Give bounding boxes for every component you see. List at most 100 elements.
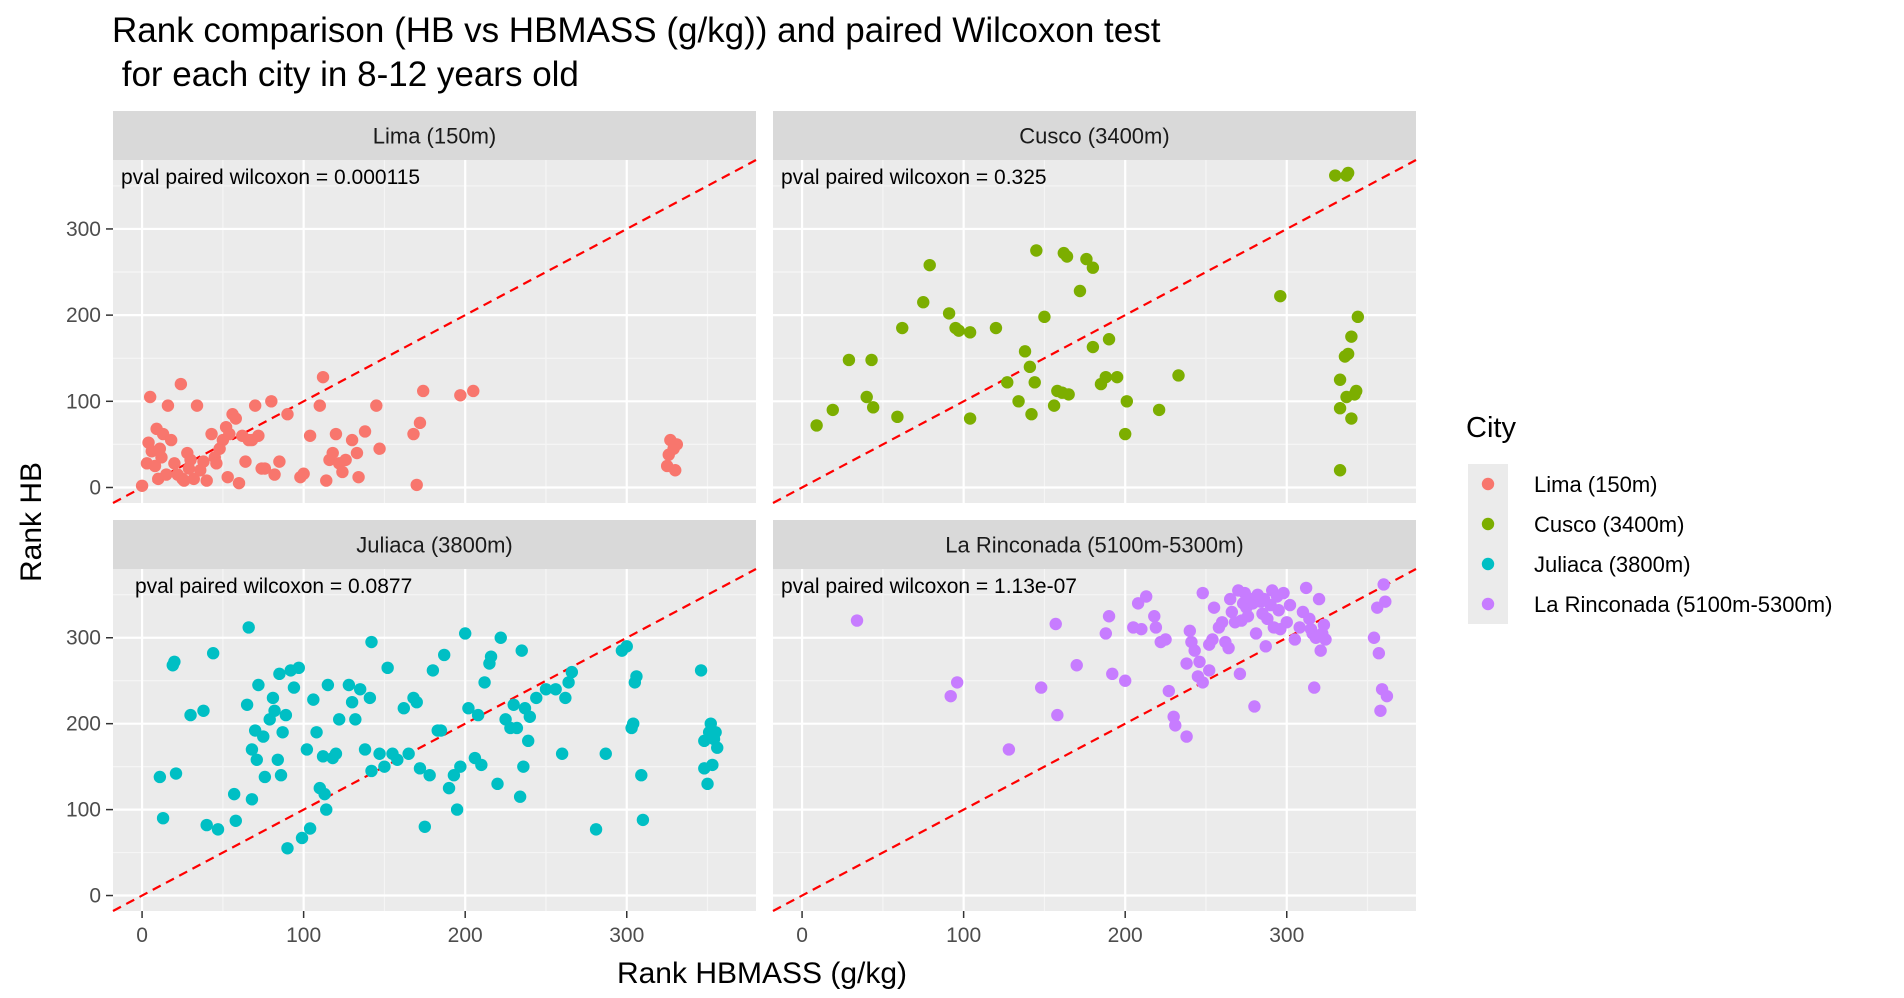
data-point (709, 726, 722, 739)
data-point (358, 425, 372, 438)
data-point (240, 698, 254, 711)
data-point (287, 681, 301, 694)
data-point (1317, 618, 1331, 632)
data-point (413, 762, 427, 775)
data-point (515, 644, 528, 657)
data-point (491, 777, 504, 791)
data-point (494, 631, 507, 644)
data-point (950, 676, 964, 689)
data-point (156, 811, 170, 825)
data-point (320, 474, 333, 487)
data-point (1206, 633, 1219, 646)
data-point (352, 470, 365, 484)
data-point (630, 670, 643, 683)
data-point (426, 664, 440, 677)
strip-label: Cusco (3400m) (1019, 124, 1169, 149)
data-point (1312, 592, 1326, 606)
data-point (168, 457, 181, 470)
x-tick-label: 200 (448, 924, 483, 947)
data-point (1099, 627, 1113, 640)
data-point (1180, 657, 1193, 670)
data-point (701, 777, 714, 791)
data-point (295, 831, 309, 845)
data-point (252, 678, 265, 692)
data-point (245, 793, 259, 806)
data-point (1293, 621, 1306, 634)
data-point (177, 474, 191, 487)
data-point (565, 665, 579, 679)
data-point (454, 389, 467, 402)
data-point (1106, 667, 1119, 681)
data-point (350, 446, 364, 460)
data-point (523, 710, 537, 723)
data-point (478, 676, 491, 689)
data-point (896, 321, 909, 335)
chart-title-line-2: for each city in 8-12 years old (112, 55, 579, 94)
data-point (410, 695, 423, 709)
data-point (589, 823, 603, 836)
y-tick-label: 300 (66, 218, 101, 241)
reference-line (112, 568, 757, 912)
data-point (326, 446, 339, 460)
data-point (266, 691, 280, 705)
data-point (1062, 388, 1075, 401)
data-point (1183, 624, 1197, 638)
x-tick-label: 300 (609, 924, 644, 947)
data-point (599, 747, 612, 760)
data-point (865, 353, 878, 367)
data-point (1169, 719, 1182, 732)
data-point (1025, 408, 1038, 421)
data-point (258, 770, 272, 784)
strip-juliaca-3800m (113, 520, 756, 569)
data-point (1070, 659, 1083, 672)
data-point (1248, 700, 1261, 713)
data-point (1018, 345, 1032, 358)
strip-la-rinconada-5100m-5300m (773, 520, 1416, 569)
x-tick-label: 100 (946, 924, 981, 947)
y-tick-label: 200 (66, 713, 101, 736)
data-point (1272, 604, 1285, 617)
data-point (402, 747, 415, 760)
data-point (462, 702, 475, 715)
data-point (826, 403, 839, 417)
data-point (363, 691, 377, 705)
data-point (1299, 581, 1313, 595)
data-point (279, 708, 293, 722)
data-point (273, 667, 286, 681)
data-point (297, 467, 310, 480)
data-point (168, 655, 181, 669)
data-point (1333, 373, 1347, 386)
data-point (273, 455, 286, 468)
data-point (303, 429, 317, 442)
data-point (669, 464, 682, 477)
data-point (1303, 612, 1316, 626)
data-point (345, 433, 359, 447)
data-point (1188, 644, 1201, 657)
data-point (1241, 610, 1255, 623)
data-point (1102, 333, 1116, 346)
data-point (1333, 464, 1347, 477)
data-point (239, 455, 252, 468)
data-point (1233, 667, 1247, 681)
data-point (917, 295, 930, 309)
data-point (711, 741, 724, 754)
legend-label: La Rinconada (5100m-5300m) (1534, 592, 1832, 617)
data-point (248, 399, 262, 412)
data-point (342, 678, 356, 692)
data-point (229, 412, 242, 425)
data-point (963, 412, 977, 425)
data-point (227, 787, 241, 801)
data-point (1314, 644, 1327, 657)
data-point (1379, 595, 1392, 608)
data-point (1099, 370, 1113, 384)
data-point (1224, 592, 1237, 606)
x-axis-label: Rank HBMASS (g/kg) (617, 957, 907, 990)
data-point (1380, 689, 1394, 703)
data-point (467, 384, 480, 398)
data-point (321, 678, 335, 692)
data-point (1023, 360, 1037, 374)
data-point (434, 724, 448, 737)
legend-label: Juliaca (3800m) (1534, 552, 1691, 577)
legend-marker (1481, 597, 1495, 611)
data-point (694, 664, 708, 677)
